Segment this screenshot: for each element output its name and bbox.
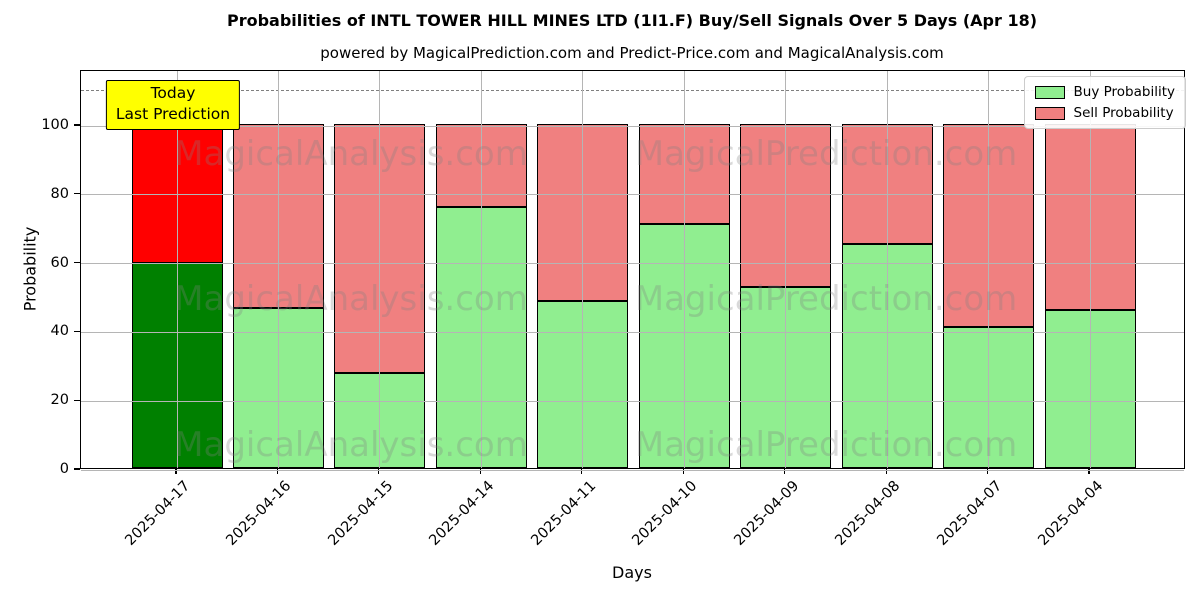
plot-outer: MagicalAnalysis.com MagicalPrediction.com… xyxy=(41,70,1185,549)
y-tick-mark xyxy=(74,193,80,195)
grid-line-v xyxy=(683,71,685,468)
x-tick-mark xyxy=(682,469,684,474)
grid-line-h xyxy=(81,331,1184,333)
annotation-line1: Today xyxy=(150,84,196,102)
reference-dashed-line xyxy=(81,89,1184,91)
x-tick-mark xyxy=(175,469,177,474)
y-tick-label: 100 xyxy=(41,117,69,134)
x-tick-mark xyxy=(784,469,786,474)
y-tick-mark xyxy=(74,399,80,401)
grid-line-v xyxy=(480,71,482,468)
chart-subtitle: powered by MagicalPrediction.com and Pre… xyxy=(320,44,944,62)
x-tick-label: 2025-04-17 xyxy=(122,478,194,549)
x-tick-label: 2025-04-16 xyxy=(223,478,295,549)
y-tick-label: 0 xyxy=(59,461,69,477)
x-tick-label: 2025-04-08 xyxy=(832,478,904,549)
x-tick-label: 2025-04-09 xyxy=(731,478,802,549)
sell-swatch-icon xyxy=(1034,106,1065,120)
x-tick-label: 2025-04-10 xyxy=(629,478,701,549)
x-tick-mark xyxy=(276,469,279,474)
y-tick-label: 80 xyxy=(50,185,69,202)
grid-line-v xyxy=(785,71,787,468)
today-annotation: Today Last Prediction xyxy=(105,80,241,130)
x-tick-mark xyxy=(986,469,989,474)
chart-title: Probabilities of INTL TOWER HILL MINES L… xyxy=(226,11,1038,30)
y-tick-label: 20 xyxy=(50,392,69,409)
watermark-text: MagicalAnalysis.com xyxy=(174,279,528,319)
grid-line-h xyxy=(81,125,1184,127)
plot-area: MagicalAnalysis.com MagicalPrediction.com… xyxy=(80,70,1185,471)
grid-line-h xyxy=(81,263,1184,265)
grid-line-v xyxy=(886,71,888,468)
x-tick-mark xyxy=(378,469,380,474)
x-tick-mark xyxy=(1088,469,1090,474)
grid-line-v xyxy=(582,71,584,468)
watermark-text: MagicalPrediction.com xyxy=(634,279,1018,319)
legend: Buy Probability Sell Probability xyxy=(1023,76,1186,129)
watermark-text: MagicalAnalysis.com xyxy=(174,425,528,465)
grid-line-v xyxy=(1089,71,1091,468)
grid-line-h xyxy=(81,194,1184,196)
x-tick-mark xyxy=(581,469,583,474)
watermark-text: MagicalAnalysis.com xyxy=(174,134,528,174)
x-tick-mark xyxy=(885,469,887,474)
grid-line-h xyxy=(81,400,1184,402)
watermark-text: MagicalPrediction.com xyxy=(634,134,1018,174)
y-tick-label: 40 xyxy=(50,323,69,340)
y-tick-mark xyxy=(74,262,80,264)
watermark-text: MagicalPrediction.com xyxy=(634,425,1018,465)
legend-label-sell: Sell Probability xyxy=(1073,105,1174,121)
x-tick-mark xyxy=(479,469,481,474)
x-tick-label: 2025-04-15 xyxy=(325,478,397,549)
grid-line-v xyxy=(988,71,990,468)
x-tick-label: 2025-04-07 xyxy=(933,478,1005,549)
grid-line-v xyxy=(176,71,178,468)
legend-item-buy: Buy Probability xyxy=(1034,84,1175,100)
y-tick-mark xyxy=(74,468,80,470)
legend-item-sell: Sell Probability xyxy=(1034,105,1175,121)
y-tick-mark xyxy=(74,330,80,332)
grid-line-v xyxy=(379,71,381,468)
y-axis-label: Probability xyxy=(20,226,40,312)
x-tick-label: 2025-04-14 xyxy=(426,478,498,549)
legend-label-buy: Buy Probability xyxy=(1073,84,1175,100)
y-tick-mark xyxy=(74,124,80,126)
grid-line-h xyxy=(81,469,1184,471)
buy-swatch-icon xyxy=(1034,85,1065,99)
grid-line-v xyxy=(277,71,279,468)
y-tick-label: 60 xyxy=(50,254,69,271)
x-axis-label: Days xyxy=(612,563,652,582)
x-tick-label: 2025-04-11 xyxy=(528,478,600,549)
annotation-line2: Last Prediction xyxy=(115,105,231,124)
x-tick-label: 2025-04-04 xyxy=(1035,478,1107,549)
